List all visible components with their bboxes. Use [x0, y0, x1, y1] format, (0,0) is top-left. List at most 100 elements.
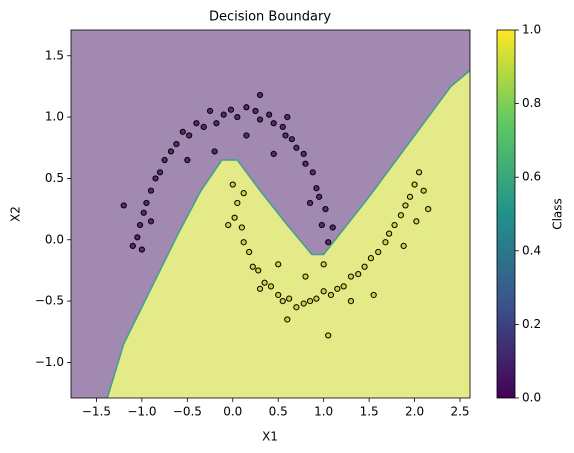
colorbar — [496, 29, 516, 399]
data-point — [231, 214, 238, 221]
y-tick-label: −1.0 — [35, 355, 64, 369]
data-point — [402, 202, 409, 209]
data-point — [211, 148, 218, 155]
data-point — [367, 255, 375, 262]
data-point — [140, 209, 147, 216]
data-point — [134, 234, 141, 241]
data-point — [167, 148, 175, 155]
data-point — [275, 261, 282, 268]
data-point — [284, 316, 291, 323]
plot-frame — [70, 29, 471, 399]
data-point — [206, 107, 214, 115]
data-point — [256, 116, 264, 123]
chart-title: Decision Boundary — [209, 10, 331, 25]
y-tick-label: −0.5 — [35, 294, 64, 308]
data-point — [302, 160, 309, 167]
y-tick-label: 0.5 — [45, 171, 64, 185]
colorbar-tick-label: 1.0 — [522, 23, 541, 37]
data-point — [316, 193, 323, 200]
data-point — [161, 156, 168, 164]
x-axis-label: X1 — [262, 430, 278, 444]
data-point — [238, 224, 245, 231]
data-point — [318, 221, 325, 229]
data-point — [411, 181, 418, 188]
data-point — [186, 132, 193, 139]
data-point — [261, 279, 268, 286]
x-tick-label: 1.5 — [360, 405, 379, 419]
data-point — [300, 300, 307, 307]
data-point — [284, 113, 291, 121]
data-point — [279, 297, 286, 305]
data-point — [370, 291, 377, 299]
data-point — [355, 271, 362, 278]
plot-area — [71, 30, 470, 398]
x-tick-label: 0.0 — [223, 405, 242, 419]
data-point — [256, 285, 264, 292]
data-point — [397, 212, 405, 219]
data-point — [325, 239, 332, 246]
data-point — [173, 140, 180, 148]
data-point — [213, 120, 220, 127]
data-point — [243, 104, 250, 111]
data-point — [300, 150, 307, 157]
data-point — [309, 169, 316, 176]
colorbar-label: Class — [551, 198, 565, 230]
data-point — [288, 136, 295, 143]
data-point — [400, 242, 407, 249]
data-point — [416, 169, 423, 176]
data-point — [347, 297, 355, 305]
data-point — [361, 263, 368, 270]
x-tick-label: −0.5 — [173, 405, 202, 419]
data-point — [282, 132, 289, 139]
colorbar-tick-label: 0.6 — [522, 170, 541, 184]
x-tick-label: −1.0 — [127, 405, 156, 419]
data-point — [227, 106, 235, 113]
data-point — [293, 304, 300, 311]
data-point — [279, 123, 286, 131]
data-point — [270, 150, 277, 157]
data-point — [413, 218, 420, 225]
data-point — [243, 132, 250, 139]
data-point — [322, 205, 329, 213]
colorbar-tick-label: 0.0 — [522, 391, 541, 405]
data-point — [234, 199, 241, 207]
data-point — [184, 156, 191, 164]
data-point — [375, 248, 382, 256]
data-point — [293, 144, 300, 151]
y-tick-label: 0.0 — [45, 232, 64, 246]
data-point — [425, 205, 432, 213]
class-1-region — [107, 70, 470, 398]
data-point — [286, 295, 293, 302]
data-point — [267, 283, 275, 290]
data-point — [313, 295, 320, 302]
data-point — [327, 291, 335, 299]
colorbar-tick-label: 0.8 — [522, 96, 541, 110]
data-point — [329, 224, 336, 231]
y-axis-label: X2 — [9, 206, 23, 222]
data-point — [391, 221, 398, 229]
data-point — [152, 175, 159, 182]
data-point — [193, 120, 200, 127]
data-point — [275, 291, 282, 299]
data-point — [270, 120, 277, 127]
data-point — [320, 261, 327, 268]
data-point — [255, 267, 262, 274]
data-point — [420, 187, 427, 194]
data-point — [147, 187, 155, 194]
x-tick-label: 2.5 — [450, 405, 469, 419]
x-tick-label: 2.0 — [405, 405, 424, 419]
y-tick-label: 1.0 — [45, 110, 64, 124]
data-point — [313, 185, 320, 192]
x-tick-label: 1.0 — [314, 405, 333, 419]
decision-boundary — [106, 69, 470, 398]
data-point — [156, 169, 164, 176]
data-point — [147, 218, 155, 225]
data-point — [340, 283, 347, 290]
data-point — [252, 107, 259, 115]
data-point — [256, 91, 264, 99]
data-point — [200, 123, 207, 131]
data-point — [406, 193, 414, 200]
colorbar-tick-label: 0.4 — [522, 243, 541, 257]
data-point — [302, 273, 309, 280]
